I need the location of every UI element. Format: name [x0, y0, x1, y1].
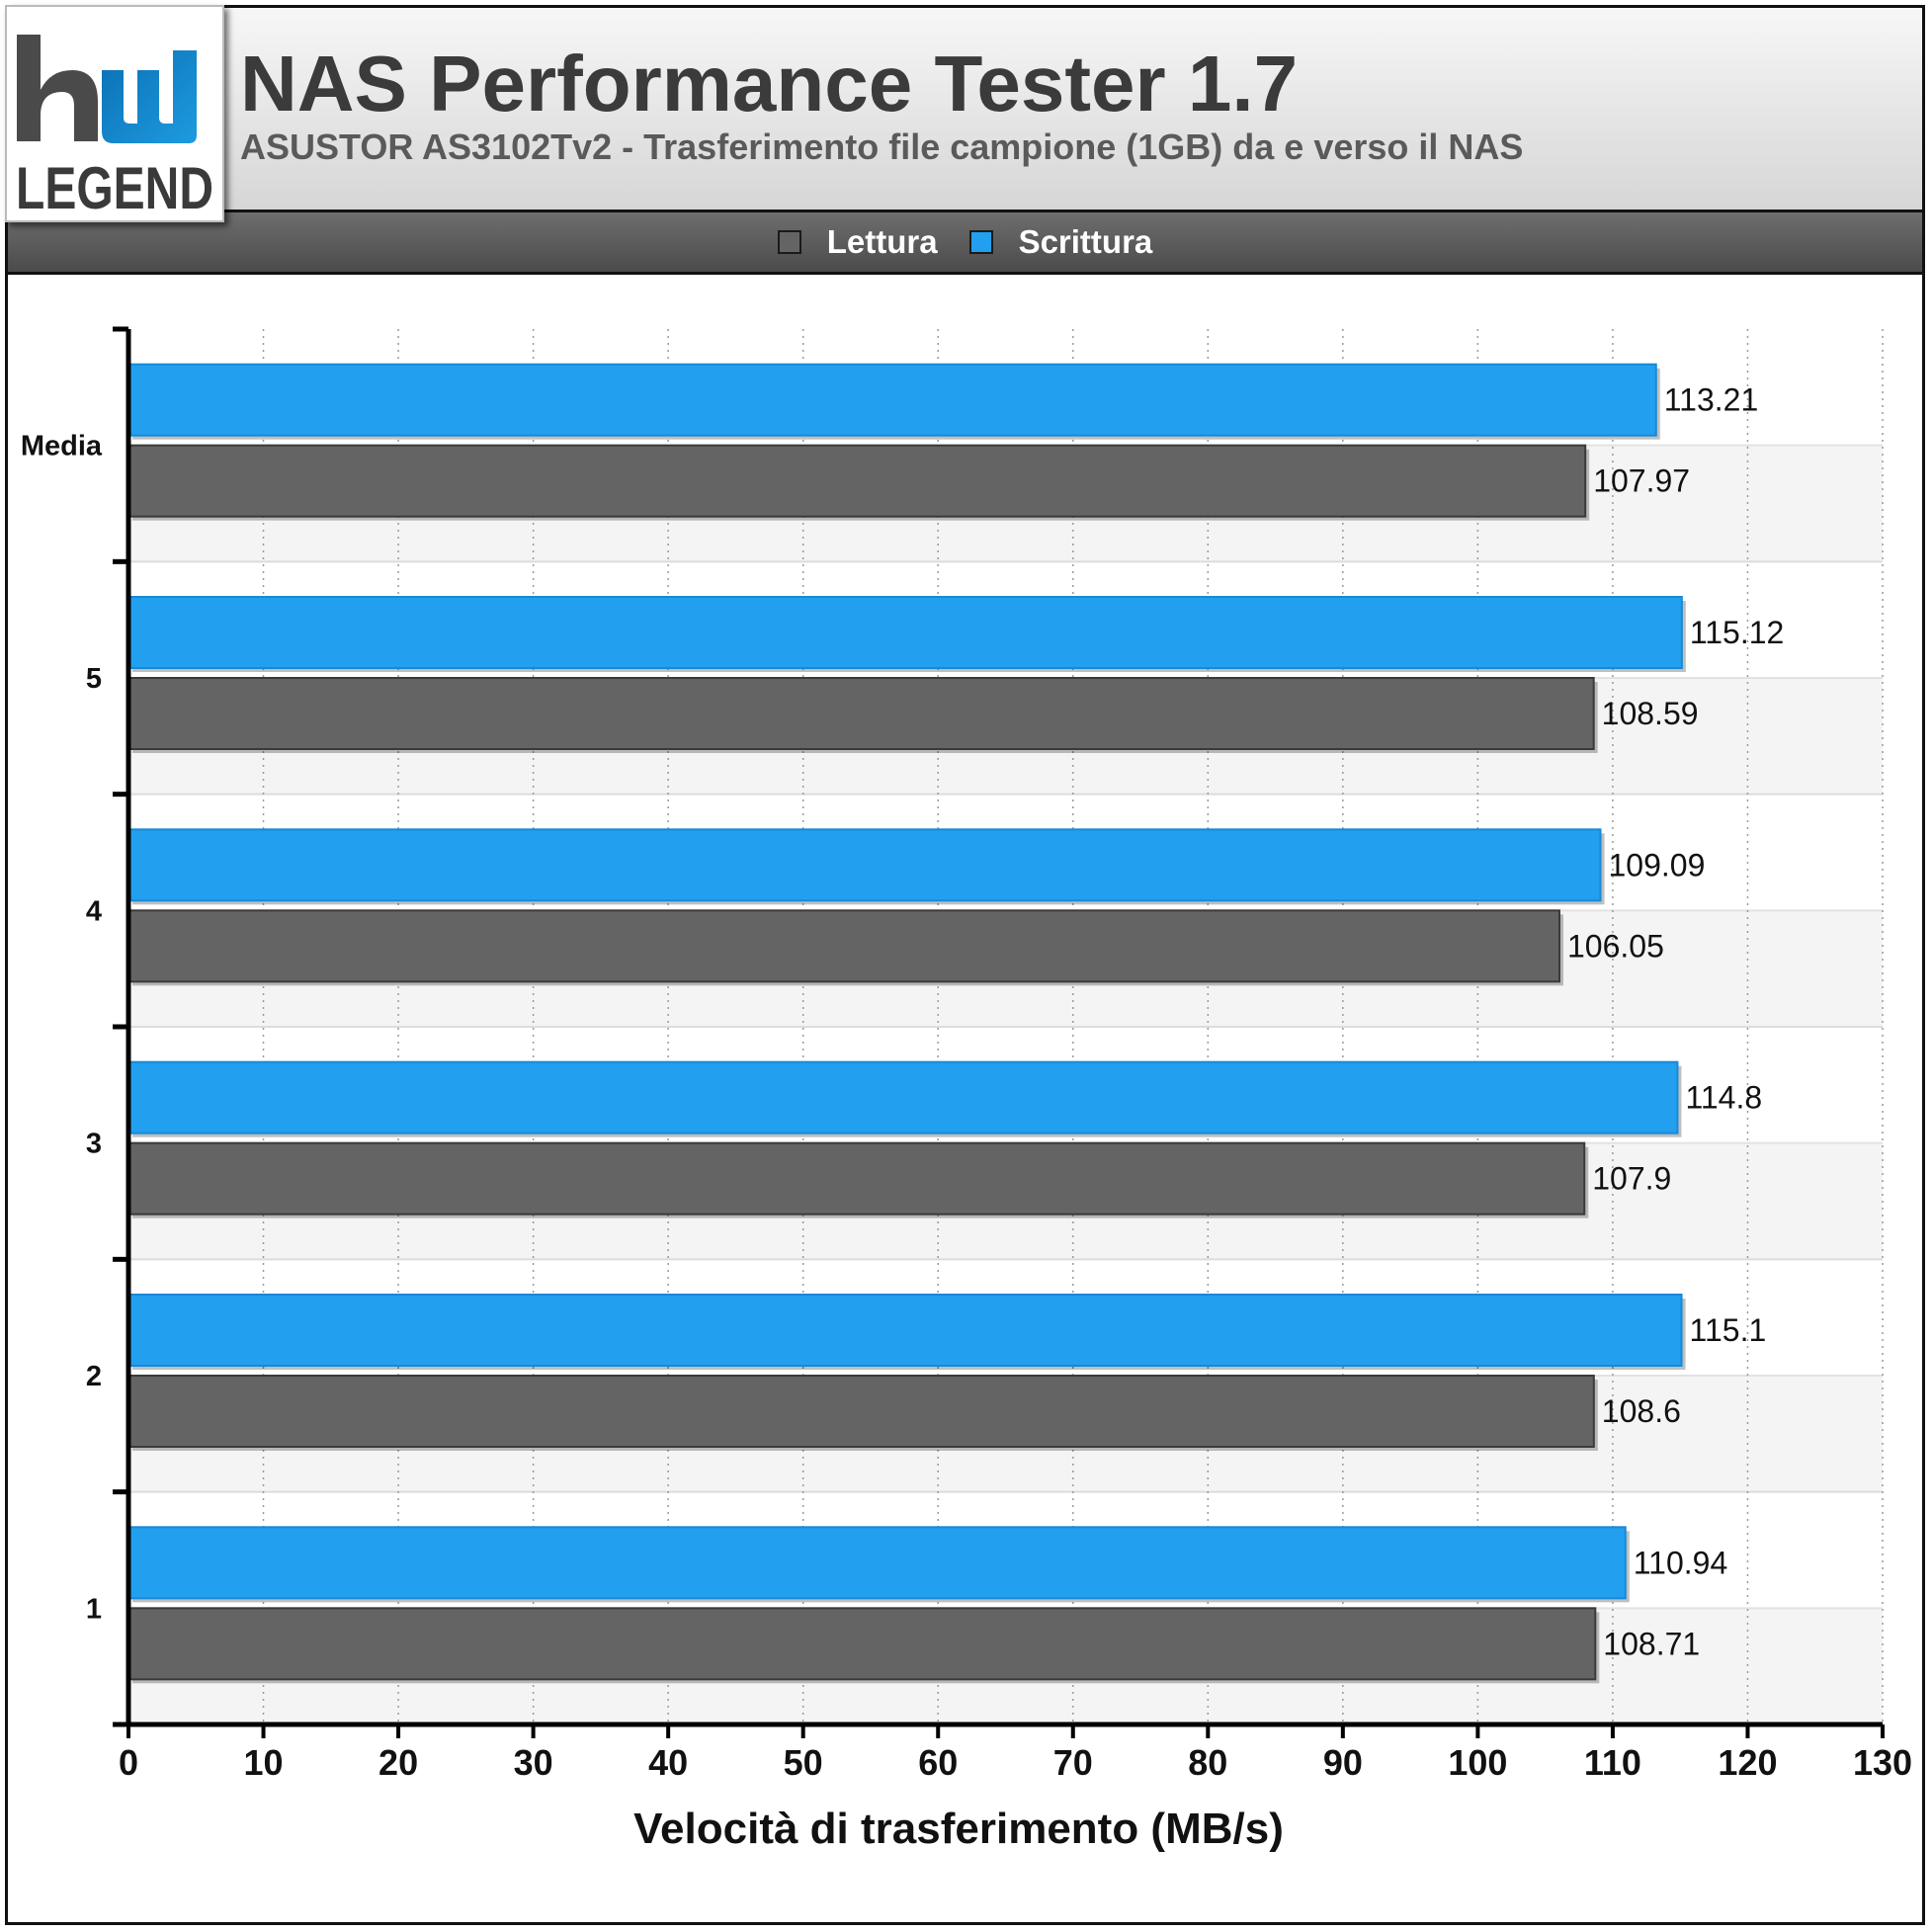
data-label: 108.59 [1602, 696, 1699, 731]
x-tick-label: 120 [1718, 1742, 1777, 1783]
y-tick-label: 1 [86, 1593, 102, 1625]
legend-bar: Lettura Scrittura [5, 210, 1925, 275]
logo-graphic: LEGEND [16, 35, 213, 220]
data-label: 109.09 [1608, 847, 1705, 882]
data-label: 107.97 [1593, 463, 1690, 499]
legend-label-scrittura: Scrittura [1018, 223, 1153, 260]
data-label: 110.94 [1634, 1545, 1728, 1580]
x-tick-label: 80 [1188, 1742, 1227, 1783]
grid-lines [262, 329, 1884, 1724]
x-tick-label: 110 [1584, 1742, 1641, 1783]
x-tick-label: 60 [918, 1742, 958, 1783]
y-tick-label: 5 [86, 663, 102, 695]
x-tick-label: 40 [648, 1742, 688, 1783]
bars [127, 363, 1686, 1684]
bar-lettura-media [127, 444, 1587, 518]
y-tick-label: Media [21, 431, 103, 462]
bar-lettura-2 [127, 1375, 1595, 1448]
bar-lettura-1 [127, 1607, 1597, 1681]
data-label: 108.6 [1602, 1393, 1681, 1429]
data-label: 107.9 [1592, 1161, 1671, 1197]
axes [113, 326, 1885, 1738]
bar-scrittura-4 [127, 828, 1602, 902]
bar-scrittura-5 [127, 596, 1683, 669]
x-tick-label: 10 [244, 1742, 284, 1783]
legend-swatch-lettura [777, 230, 801, 254]
data-label: 114.8 [1685, 1080, 1762, 1116]
chart-title: NAS Performance Tester 1.7 [240, 40, 1299, 127]
y-tick-label: 2 [86, 1361, 102, 1392]
data-labels: 113.21 115.12 109.09 114.8 115.1 110.94 107.97… [1567, 382, 1784, 1662]
x-tick-label: 100 [1448, 1742, 1507, 1783]
hwlegend-logo: LEGEND [5, 5, 224, 222]
bar-scrittura-3 [127, 1060, 1679, 1134]
x-tick-label: 0 [119, 1742, 138, 1783]
bar-scrittura-2 [127, 1294, 1683, 1367]
chart-header [5, 5, 1925, 212]
data-label: 106.05 [1567, 928, 1664, 964]
y-tick-label: 3 [86, 1129, 102, 1160]
x-axis-title: Velocità di trasferimento (MB/s) [633, 1805, 1284, 1853]
x-tick-label: 30 [514, 1742, 553, 1783]
bar-scrittura-1 [127, 1526, 1627, 1600]
legend: Lettura Scrittura [8, 212, 1922, 272]
plot-background [128, 329, 1883, 1724]
chart-subtitle: ASUSTOR AS3102Tv2 - Trasferimento file c… [240, 126, 1524, 167]
legend-swatch-scrittura [968, 230, 993, 254]
x-tick-labels: 0 10 20 30 40 50 60 70 80 90 100 110 120 130 [119, 1742, 1912, 1783]
x-tick-label: 50 [784, 1742, 823, 1783]
bar-lettura-4 [127, 909, 1560, 983]
y-tick-labels: Media 5 4 3 2 1 [21, 431, 103, 1626]
x-tick-label: 70 [1053, 1742, 1093, 1783]
x-tick-label: 90 [1323, 1742, 1363, 1783]
x-tick-label: 130 [1853, 1742, 1912, 1783]
bar-lettura-3 [127, 1141, 1586, 1216]
legend-label-lettura: Lettura [826, 223, 938, 260]
data-label: 108.71 [1603, 1626, 1700, 1661]
data-label: 115.1 [1690, 1312, 1767, 1348]
data-label: 113.21 [1664, 382, 1759, 418]
logo-text: LEGEND [16, 155, 213, 220]
legend-item-lettura: Lettura [777, 223, 938, 261]
bar-scrittura-media [127, 363, 1657, 437]
x-tick-label: 20 [378, 1742, 418, 1783]
data-label: 115.12 [1690, 615, 1785, 650]
bar-lettura-5 [127, 677, 1595, 750]
legend-item-scrittura: Scrittura [968, 223, 1153, 261]
y-tick-label: 4 [86, 895, 102, 927]
